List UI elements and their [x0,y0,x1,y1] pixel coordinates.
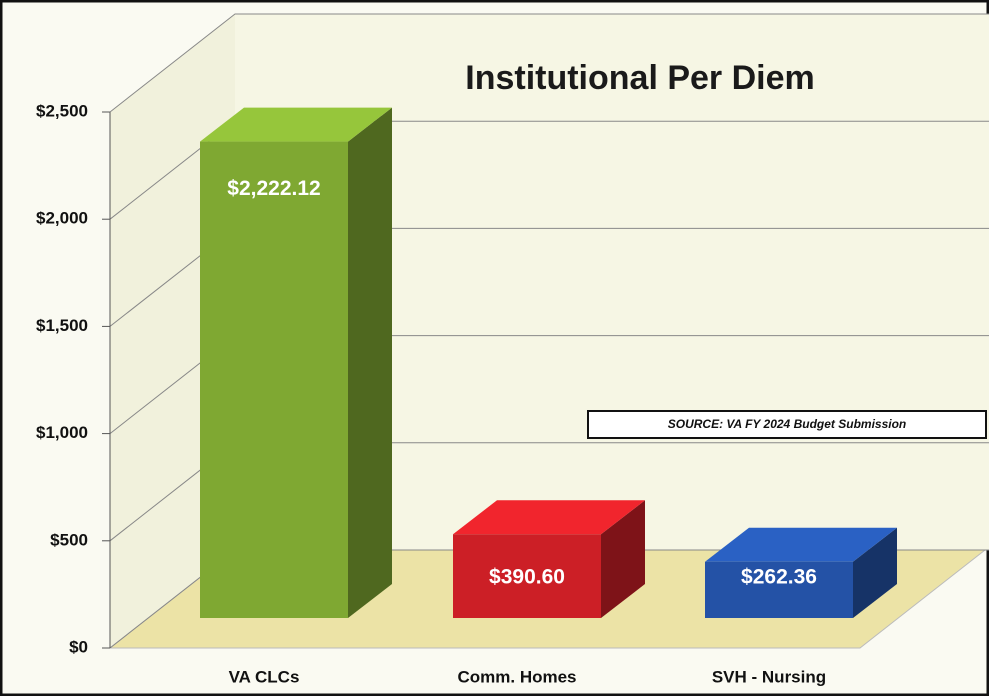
y-tick-label: $2,000 [36,209,88,228]
y-tick-label: $1,000 [36,423,88,442]
x-tick-label: Comm. Homes [457,667,576,686]
value-label: $262.36 [741,566,817,589]
x-tick-label: SVH - Nursing [712,667,826,686]
y-tick-label: $1,500 [36,316,88,335]
bar [200,141,348,619]
chart-title: Institutional Per Diem [465,59,815,97]
bar [453,534,601,618]
source-note: SOURCE: VA FY 2024 Budget Submission [668,417,907,431]
y-tick-label: $0 [69,637,88,656]
bar-side [348,107,392,619]
bar-side [853,527,897,618]
grid-line [109,13,989,113]
bar-side [601,500,645,618]
bar-top [453,500,645,535]
y-tick-label: $500 [50,530,88,549]
value-label: $390.60 [489,566,565,589]
bar [705,561,853,618]
source-box [587,410,987,439]
bar-top [705,527,897,562]
x-tick-label: VA CLCs [229,667,300,686]
bar-top [200,107,392,142]
value-label: $2,222.12 [227,177,320,200]
y-tick-label: $2,500 [36,101,88,120]
